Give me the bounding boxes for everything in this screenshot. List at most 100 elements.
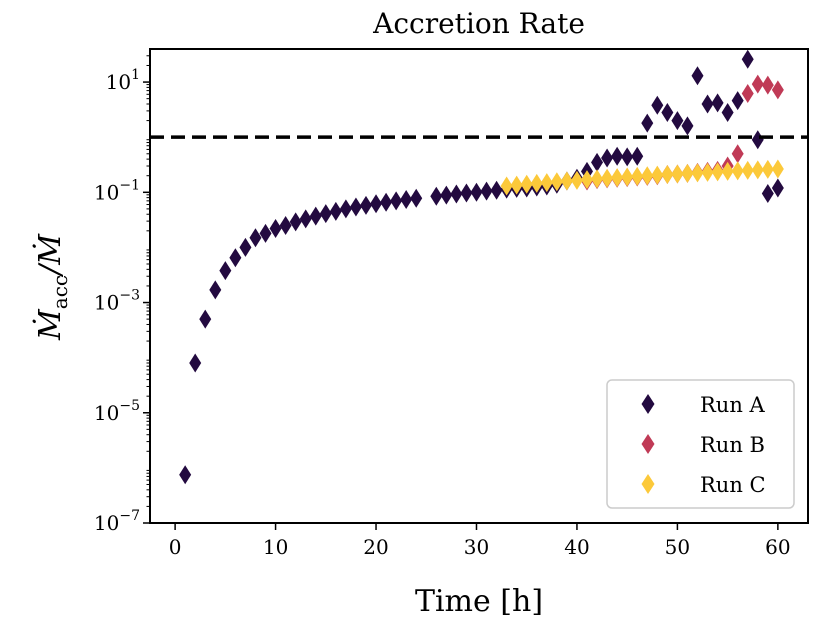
- marker-run-c-17: [671, 164, 684, 184]
- marker-run-b-15: [731, 144, 744, 164]
- marker-run-a-6: [239, 237, 252, 257]
- marker-run-a-51: [701, 94, 714, 114]
- marker-run-a-18: [359, 195, 372, 215]
- data-markers: [179, 49, 784, 485]
- y-axis-label: Ṁacc/Ṁ: [32, 233, 72, 341]
- legend-marker-run-a: [641, 394, 655, 414]
- marker-run-a-24: [430, 186, 443, 206]
- marker-run-c-19: [691, 163, 704, 183]
- marker-run-a-22: [400, 190, 413, 210]
- marker-run-a-27: [460, 183, 473, 203]
- marker-run-a-30: [490, 180, 503, 200]
- legend-label-run-a: Run A: [700, 393, 766, 417]
- x-tick-label: 30: [464, 535, 489, 559]
- x-axis-label: Time [h]: [415, 584, 543, 619]
- marker-run-c-6: [560, 171, 573, 191]
- marker-run-a-3: [209, 280, 222, 300]
- y-tick-label: 10−3: [94, 288, 140, 315]
- marker-run-c-5: [550, 172, 563, 192]
- marker-run-a-56: [751, 130, 764, 150]
- marker-run-c-10: [601, 168, 614, 188]
- marker-run-c-21: [711, 162, 724, 182]
- marker-run-a-20: [380, 192, 393, 212]
- marker-run-c-8: [580, 170, 593, 190]
- marker-run-b-18: [761, 75, 774, 95]
- x-tick-label: 0: [169, 535, 182, 559]
- x-tick-label: 10: [263, 535, 288, 559]
- marker-run-c-12: [621, 167, 634, 187]
- x-tick-label: 50: [665, 535, 690, 559]
- marker-run-a-29: [480, 181, 493, 201]
- marker-run-a-8: [259, 223, 272, 243]
- marker-run-a-58: [771, 178, 784, 198]
- marker-run-c-1: [510, 175, 523, 195]
- marker-run-c-14: [641, 166, 654, 186]
- y-axis-label-main: Ṁ: [32, 308, 68, 341]
- y-axis-label-sub: acc: [48, 275, 72, 309]
- marker-run-c-13: [631, 166, 644, 186]
- marker-run-c-0: [500, 176, 513, 196]
- marker-run-a-50: [691, 66, 704, 86]
- marker-run-c-7: [570, 170, 583, 190]
- marker-run-b-16: [741, 84, 754, 104]
- marker-run-a-52: [711, 93, 724, 113]
- marker-run-c-26: [761, 159, 774, 179]
- marker-run-a-45: [641, 113, 654, 133]
- marker-run-a-48: [671, 111, 684, 131]
- marker-run-c-23: [731, 161, 744, 181]
- marker-run-a-21: [390, 191, 403, 211]
- axis-ticks: 0 10 20 30 40 50 60 10−7 10−5 10−3 10−1 101: [94, 55, 791, 559]
- marker-run-a-49: [681, 116, 694, 136]
- marker-run-a-53: [721, 103, 734, 123]
- marker-run-a-19: [370, 194, 383, 214]
- marker-run-a-14: [319, 204, 332, 224]
- marker-run-a-13: [309, 206, 322, 226]
- y-tick-label: 101: [106, 67, 140, 94]
- marker-run-c-15: [651, 165, 664, 185]
- marker-run-c-3: [530, 173, 543, 193]
- marker-run-c-4: [540, 173, 553, 193]
- marker-run-a-55: [741, 49, 754, 69]
- marker-run-b-17: [751, 74, 764, 94]
- marker-run-a-11: [289, 212, 302, 232]
- marker-run-a-25: [440, 185, 453, 205]
- marker-run-c-24: [741, 160, 754, 180]
- marker-run-a-41: [601, 148, 614, 168]
- marker-run-c-11: [611, 168, 624, 188]
- legend-label-run-b: Run B: [700, 433, 765, 457]
- chart-title: Accretion Rate: [372, 7, 585, 40]
- marker-run-c-22: [721, 161, 734, 181]
- marker-run-a-44: [631, 146, 644, 166]
- marker-run-c-2: [520, 174, 533, 194]
- marker-run-c-25: [751, 160, 764, 180]
- legend-marker-run-b: [641, 434, 655, 454]
- y-tick-label: 10−7: [94, 508, 140, 535]
- y-tick-label: 10−1: [94, 177, 140, 204]
- marker-run-a-16: [339, 199, 352, 219]
- marker-run-a-9: [269, 219, 282, 239]
- y-tick-label: 10−5: [94, 398, 140, 425]
- marker-run-a-46: [651, 95, 664, 115]
- x-tick-label: 40: [564, 535, 589, 559]
- marker-run-a-17: [349, 197, 362, 217]
- marker-run-a-26: [450, 184, 463, 204]
- marker-run-c-18: [681, 163, 694, 183]
- marker-run-a-15: [329, 201, 342, 221]
- legend: Run A Run B Run C: [606, 379, 795, 509]
- marker-run-a-5: [229, 248, 242, 268]
- marker-run-b-19: [771, 80, 784, 100]
- marker-run-a-4: [219, 261, 232, 281]
- marker-run-a-54: [731, 91, 744, 111]
- legend-marker-run-c: [641, 474, 655, 494]
- marker-run-a-42: [611, 146, 624, 166]
- legend-label-run-c: Run C: [700, 473, 766, 497]
- marker-run-a-28: [470, 182, 483, 202]
- marker-run-a-47: [661, 103, 674, 123]
- marker-run-a-2: [199, 309, 212, 329]
- marker-run-a-7: [249, 228, 262, 248]
- marker-run-a-43: [621, 147, 634, 167]
- marker-run-a-1: [189, 353, 202, 373]
- marker-run-a-57: [761, 184, 774, 204]
- marker-run-a-12: [299, 209, 312, 229]
